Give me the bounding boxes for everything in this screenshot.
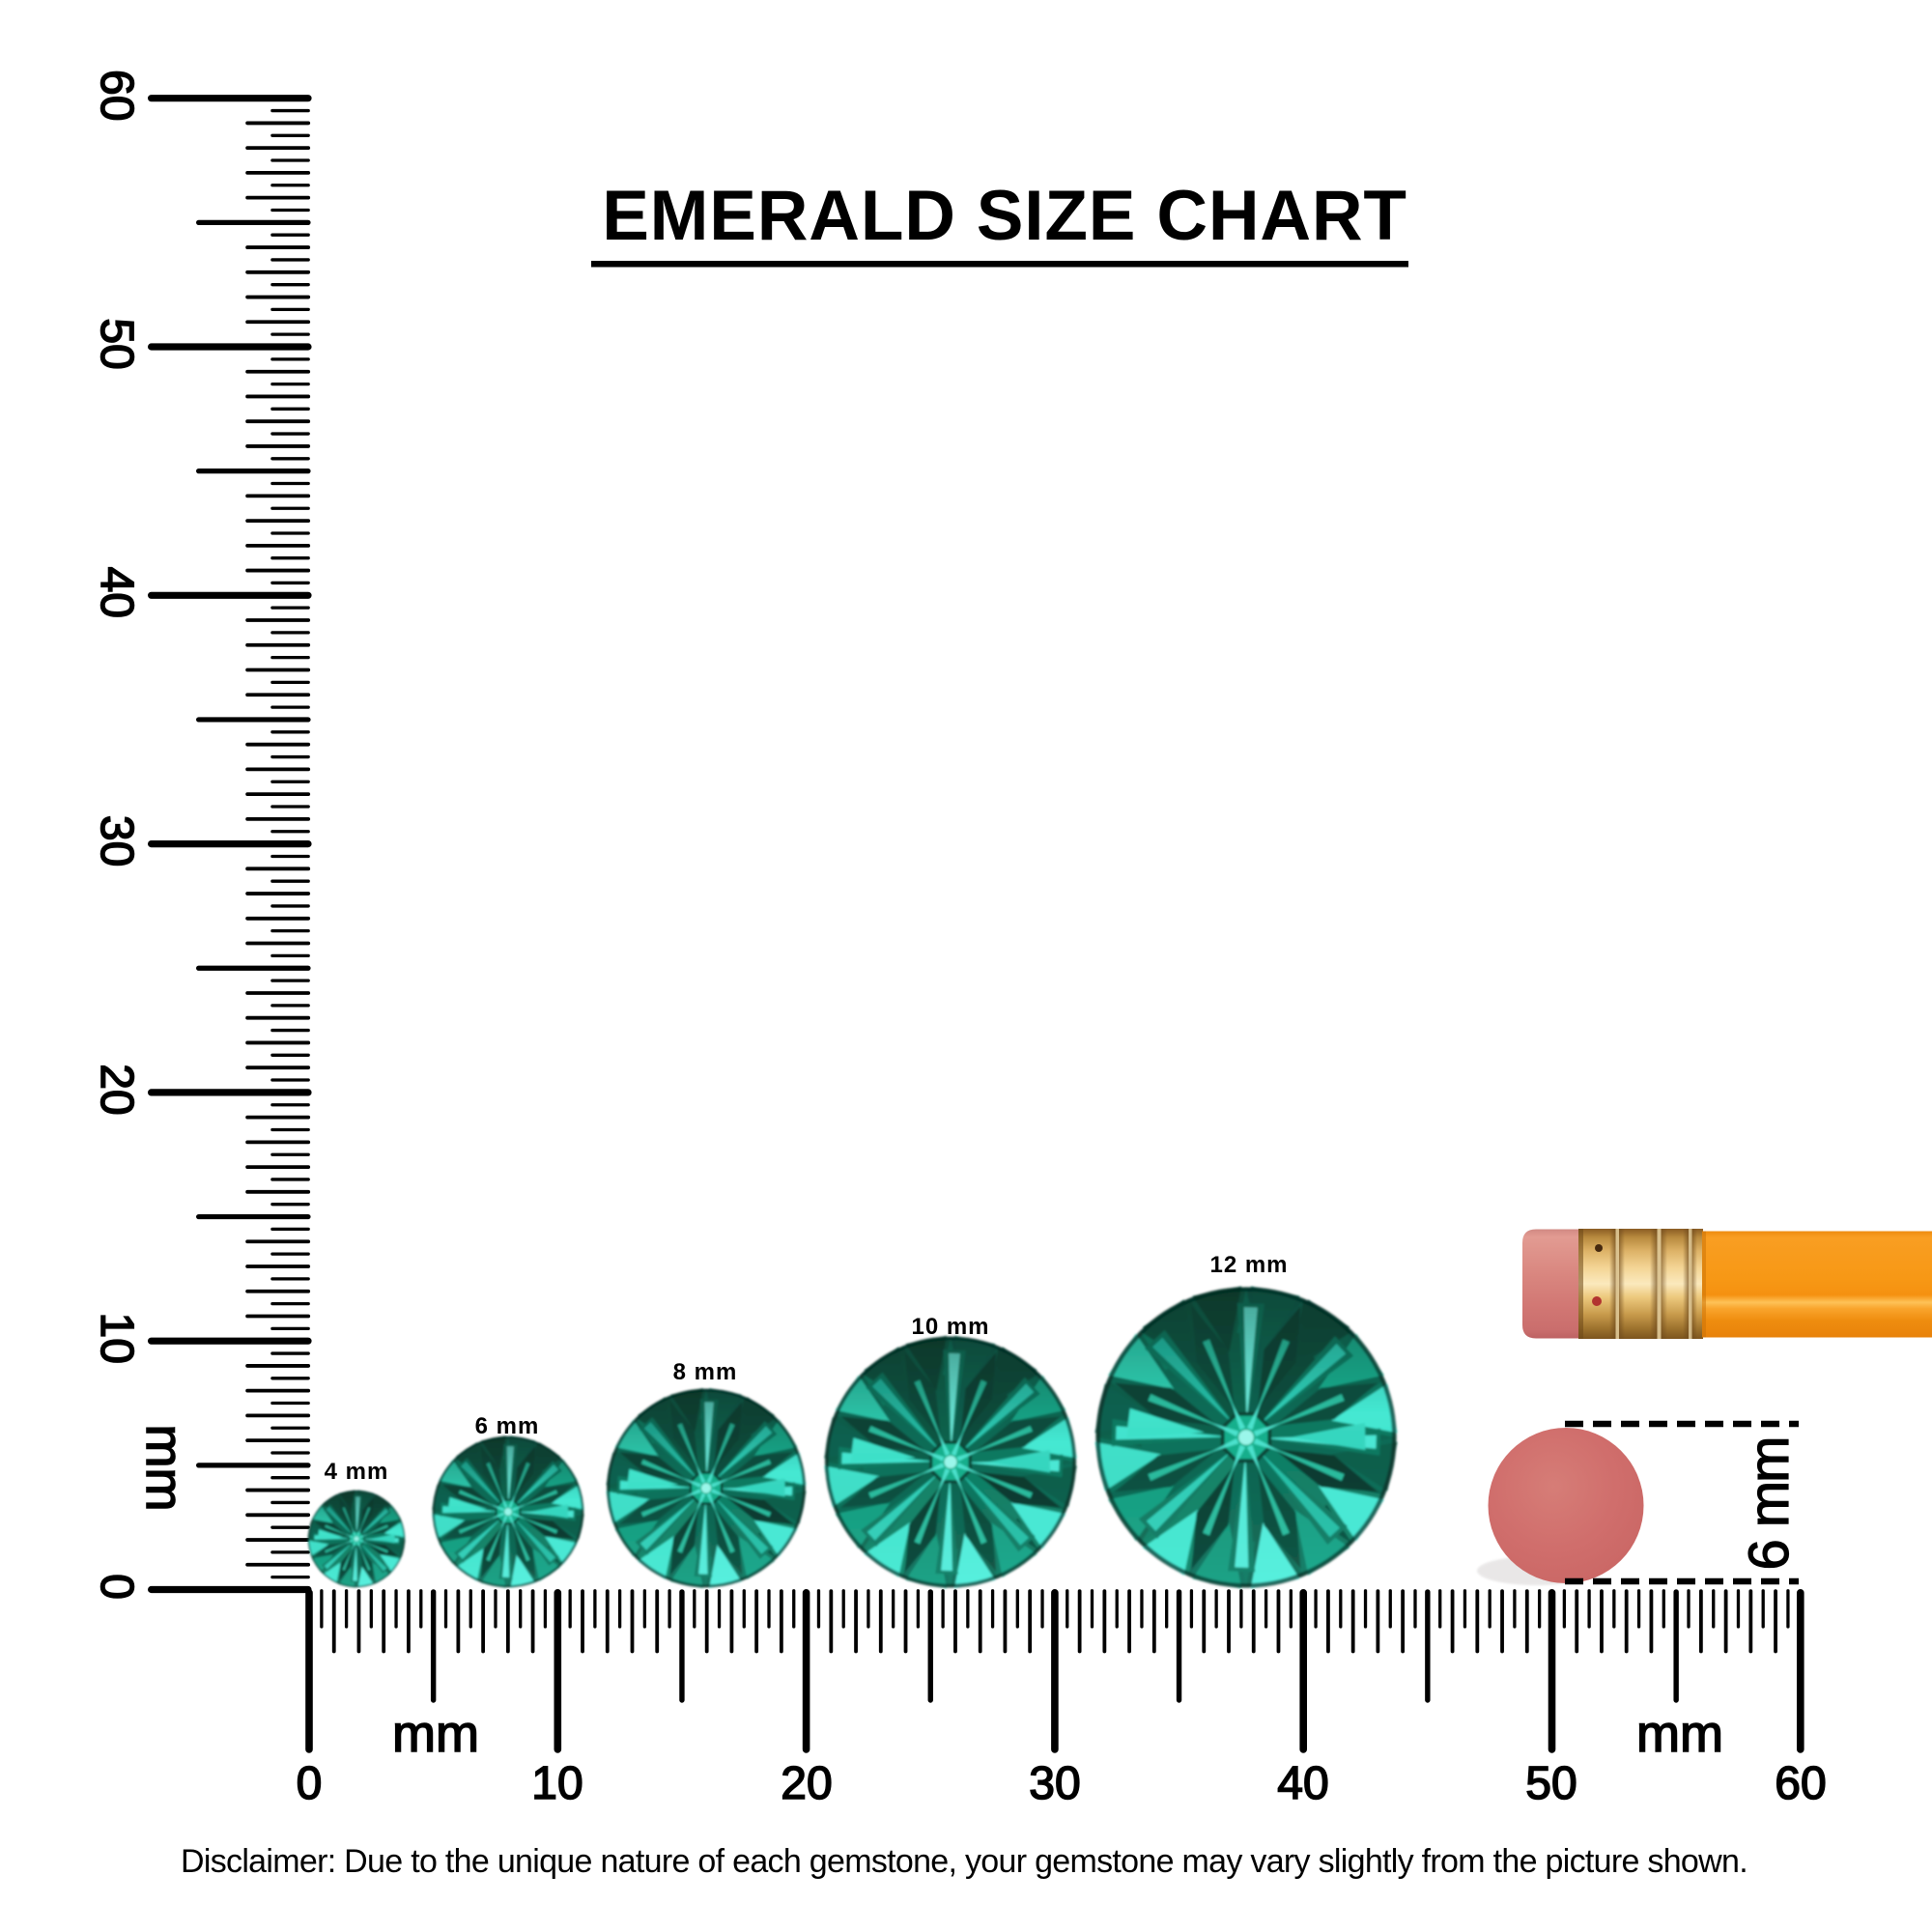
svg-text:12 mm: 12 mm <box>1209 1252 1288 1278</box>
svg-text:50: 50 <box>91 318 142 369</box>
svg-text:mm: mm <box>1636 1705 1723 1763</box>
svg-text:30: 30 <box>1029 1758 1080 1809</box>
svg-text:30: 30 <box>91 815 142 867</box>
svg-text:40: 40 <box>1277 1758 1328 1809</box>
svg-text:Disclaimer: Due to the unique: Disclaimer: Due to the unique nature of … <box>181 1843 1747 1880</box>
svg-text:60: 60 <box>1775 1758 1826 1809</box>
svg-text:20: 20 <box>781 1758 832 1809</box>
svg-text:6 mm: 6 mm <box>475 1413 540 1439</box>
svg-text:EMERALD SIZE CHART: EMERALD SIZE CHART <box>602 177 1407 255</box>
svg-text:40: 40 <box>91 567 142 618</box>
svg-text:60: 60 <box>91 70 142 121</box>
svg-text:0: 0 <box>91 1574 142 1600</box>
svg-text:50: 50 <box>1525 1758 1577 1809</box>
svg-text:mm: mm <box>135 1425 193 1512</box>
svg-text:10: 10 <box>91 1313 142 1364</box>
svg-text:20: 20 <box>91 1064 142 1115</box>
svg-text:10: 10 <box>531 1758 582 1809</box>
svg-text:6 mm: 6 mm <box>1738 1438 1801 1571</box>
svg-text:10 mm: 10 mm <box>911 1314 989 1340</box>
svg-text:8 mm: 8 mm <box>673 1359 738 1385</box>
svg-text:4 mm: 4 mm <box>325 1459 389 1485</box>
svg-text:0: 0 <box>297 1758 323 1809</box>
svg-text:mm: mm <box>392 1705 479 1763</box>
